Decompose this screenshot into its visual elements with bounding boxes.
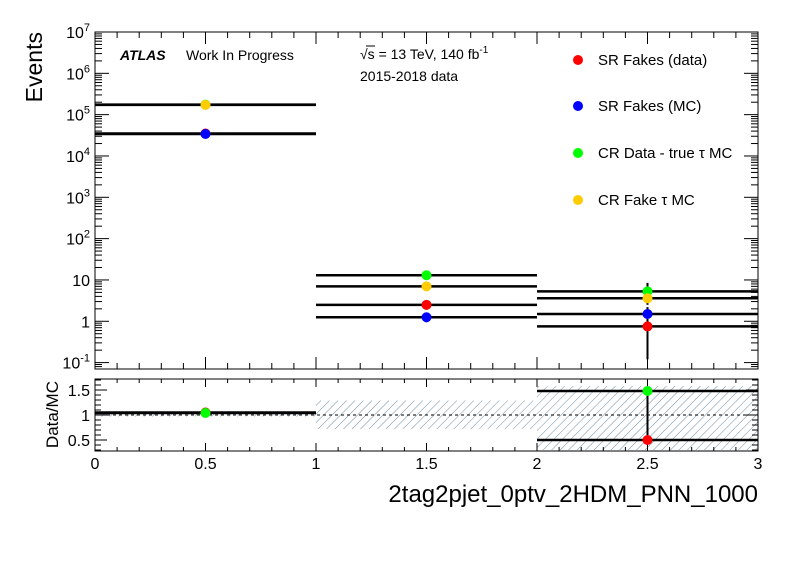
data-point-cr-data-true-tau-mc: [421, 270, 432, 281]
data-point-sr-fakes-mc: [200, 129, 211, 140]
ratio-data-marks: [95, 386, 758, 445]
legend-marker-sr-fakes-data: [573, 55, 583, 65]
main-y-tick-label: 1: [81, 314, 90, 331]
x-tick-label: 0: [91, 456, 100, 473]
ratio-y-tick-label: 1: [81, 408, 90, 425]
data-point-cr-fake-tau-mc: [642, 293, 653, 304]
energy-label: √s = 13 TeV, 140 fb-1 2015-2018 data: [360, 45, 489, 84]
data-point-sr-fakes-data: [642, 321, 653, 332]
data-point-cr-fake-tau-mc: [200, 99, 211, 110]
legend-marker-cr-fake-tau-mc: [573, 195, 583, 205]
legend-entry-cr-data-true-tau-mc: CR Data - true τ MC: [573, 145, 732, 162]
main-y-tick-label: 107: [66, 22, 90, 42]
legend-label-cr-fake-tau-mc: CR Fake τ MC: [598, 192, 695, 209]
main-y-tick-label: 10-1: [62, 353, 90, 373]
main-y-tick-label: 10: [72, 273, 90, 290]
atlas-text: ATLAS: [119, 47, 166, 63]
legend: SR Fakes (data) SR Fakes (MC) CR Data - …: [573, 52, 732, 209]
data-point-cr-fake-tau-mc: [421, 281, 432, 292]
ratio-y-tick-label: 1.5: [68, 383, 90, 400]
x-tick-label: 0.5: [194, 456, 216, 473]
legend-entry-sr-fakes-mc: SR Fakes (MC): [573, 98, 701, 115]
main-x-ticks: [94, 32, 759, 369]
x-tick-label: 2: [533, 456, 542, 473]
main-y-axis-title: Events: [21, 32, 47, 102]
data-point-sr-fakes-mc: [421, 312, 432, 323]
data-point-cr-data-true-tau-mc: [200, 408, 211, 418]
legend-label-sr-fakes-data: SR Fakes (data): [598, 52, 707, 69]
legend-label-cr-data-true-tau-mc: CR Data - true τ MC: [598, 145, 732, 162]
legend-marker-cr-data-true-tau-mc: [573, 148, 583, 158]
status-text: Work In Progress: [186, 47, 294, 63]
data-point-sr-fakes-mc: [642, 308, 653, 319]
legend-label-sr-fakes-mc: SR Fakes (MC): [598, 98, 701, 115]
data-point-cr-data-true-tau-mc: [642, 286, 653, 297]
main-panel: 10-1 1 10 102 103 104 105 106 107 Events: [21, 22, 759, 373]
ratio-y-axis-title: Data/MC: [43, 381, 62, 448]
x-tick-label: 1: [312, 456, 321, 473]
x-tick-label: 1.5: [415, 456, 437, 473]
main-y-tick-label: 103: [66, 187, 90, 207]
main-y-tick-label: 105: [66, 105, 90, 125]
data-point-cr-data-true-tau-mc: [642, 386, 653, 396]
dataset-text: 2015-2018 data: [360, 68, 458, 84]
atlas-label: ATLAS Work In Progress: [119, 47, 294, 63]
data-point-sr-fakes-data: [642, 435, 653, 445]
x-tick-label: 3: [754, 456, 763, 473]
legend-marker-sr-fakes-mc: [573, 101, 583, 111]
energy-text: √s = 13 TeV, 140 fb-1: [360, 45, 489, 62]
legend-entry-sr-fakes-data: SR Fakes (data): [573, 52, 707, 69]
legend-entry-cr-fake-tau-mc: CR Fake τ MC: [573, 192, 695, 209]
data-point-sr-fakes-data: [421, 299, 432, 310]
ratio-x-ticks: 0 0.5 1 1.5 2 2.5 3: [91, 379, 763, 473]
main-y-tick-label: 106: [66, 63, 90, 83]
ratio-panel: 0.511.5 0 0.5 1 1.5 2 2.5 3 Data/MC 2tag2pjet_…: [43, 378, 763, 508]
main-data-marks: [95, 99, 758, 360]
x-axis-title: 2tag2pjet_0ptv_2HDM_PNN_1000: [388, 481, 758, 508]
main-y-tick-label: 104: [66, 146, 90, 166]
main-y-tick-label: 102: [66, 229, 90, 249]
ratio-y-tick-label: 0.5: [68, 433, 90, 450]
x-tick-label: 2.5: [636, 456, 658, 473]
